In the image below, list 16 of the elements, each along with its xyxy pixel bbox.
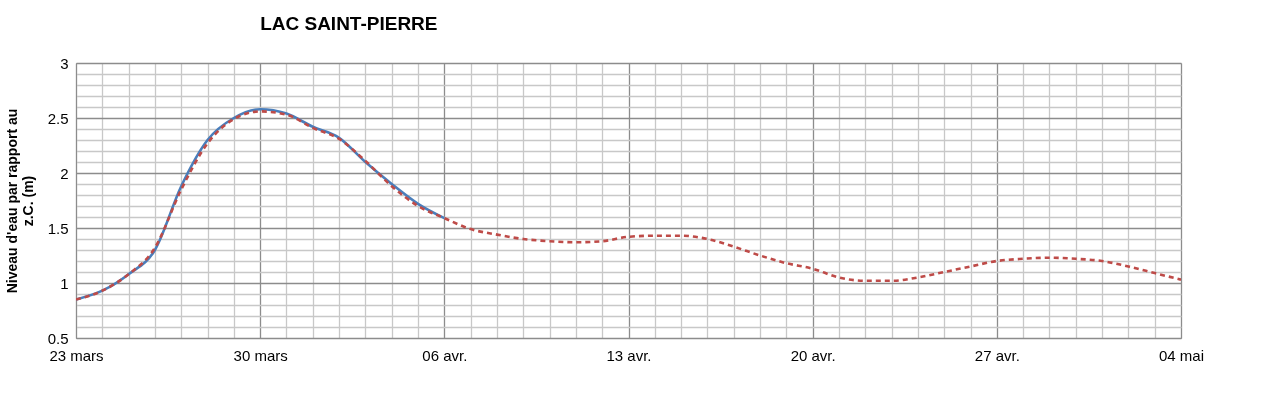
y-tick-label: 3 [60,54,69,72]
x-tick-label: 13 avr. [606,346,652,364]
x-tick-label: 04 mai [1158,346,1205,364]
x-tick-label: 30 mars [233,346,288,364]
y-tick-label: 1 [60,274,69,292]
y-axis-title: Niveau d'eau par rapport au z.C. (m) [3,108,36,294]
chart-title: LAC SAINT-PIERRE [260,13,438,34]
line-series [76,110,1181,301]
x-tick-label: 06 avr. [422,346,468,364]
x-tick-label: 23 mars [49,346,104,364]
x-tick-label: 20 avr. [790,346,836,364]
y-tick-label: 1.5 [47,219,69,237]
y-tick-label: 2 [60,164,69,182]
y-tick-label: 2.5 [47,109,69,127]
x-tick-label: 27 avr. [974,346,1020,364]
y-tick-label: 0.5 [47,329,69,347]
